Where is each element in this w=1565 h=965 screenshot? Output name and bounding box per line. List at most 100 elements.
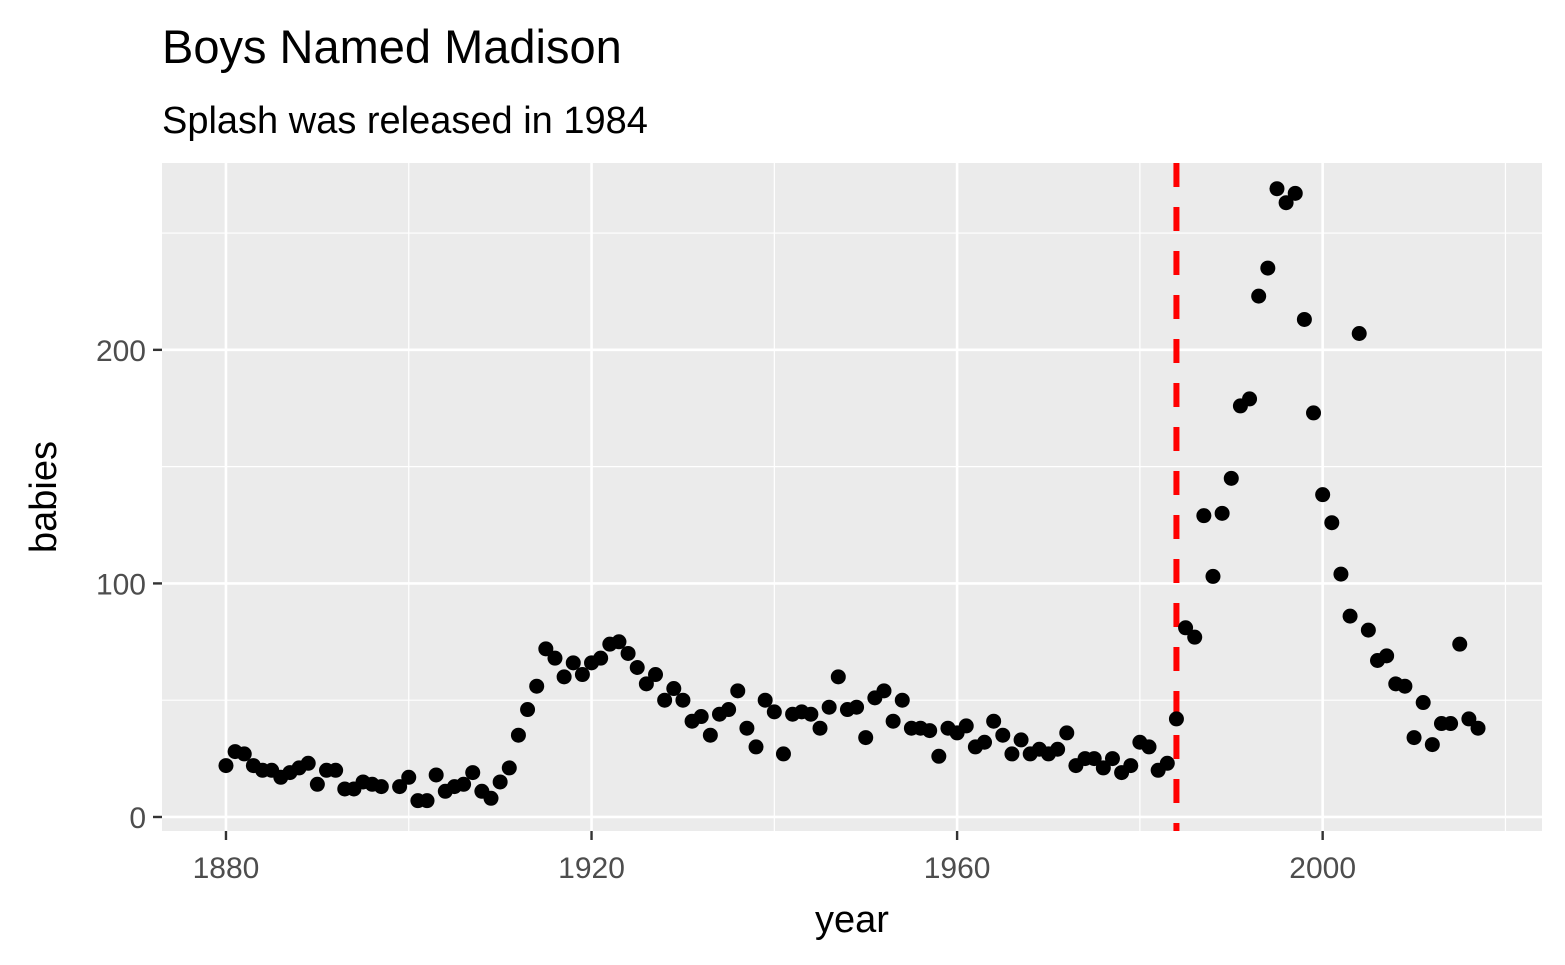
data-point [1104,751,1120,767]
data-point [1470,720,1486,736]
data-point [693,709,709,725]
data-point [894,692,910,708]
data-point [1059,725,1075,741]
data-point [1379,648,1395,664]
data-point [492,774,508,790]
data-point [300,755,316,771]
data-point [465,765,481,781]
data-point [1251,288,1267,304]
data-point [1333,566,1349,582]
data-point [593,650,609,666]
data-point [1095,760,1111,776]
data-point [373,779,389,795]
data-point [849,699,865,715]
data-point [922,723,938,739]
data-point [775,746,791,762]
data-point [766,704,782,720]
data-point [958,718,974,734]
y-axis: 0 100 200 [96,335,162,835]
data-point [401,769,417,785]
data-point [675,692,691,708]
data-point [218,758,234,774]
data-point [574,667,590,683]
data-point [1424,737,1440,753]
data-point [1050,741,1066,757]
data-point [977,734,993,750]
data-point [648,667,664,683]
data-point [620,645,636,661]
data-point [1223,470,1239,486]
data-point [1415,695,1431,711]
data-points [218,181,1486,809]
data-point [638,676,654,692]
data-point [1296,311,1312,327]
data-point [1461,711,1477,727]
data-point [1196,508,1212,524]
major-gridlines [162,163,1542,831]
data-point [858,730,874,746]
x-axis-title: year [815,899,889,941]
data-point [1013,732,1029,748]
data-point [392,779,408,795]
data-point [1342,608,1358,624]
data-point [1397,678,1413,694]
data-point [1315,487,1331,503]
data-point [666,681,682,697]
data-point [739,720,755,736]
data-point [1443,716,1459,732]
data-point [538,641,554,657]
data-point [456,776,472,792]
minor-gridlines [162,163,1542,831]
data-point [821,699,837,715]
plot-panel [162,163,1542,831]
data-point [1306,405,1322,421]
data-point [702,727,718,743]
data-point [565,655,581,671]
data-point [885,713,901,729]
chart-subtitle: Splash was released in 1984 [162,100,648,142]
data-point [730,683,746,699]
data-point [1205,568,1221,584]
data-point [1452,636,1468,652]
data-point [986,713,1002,729]
y-tick-label: 0 [129,802,146,835]
data-point [757,692,773,708]
data-point [1159,755,1175,771]
x-tick-label: 1960 [924,852,991,885]
data-point [812,720,828,736]
y-tick-label: 200 [96,335,146,368]
x-axis: 1880 1920 1960 2000 [193,831,1356,885]
data-point [1123,758,1139,774]
data-point [748,739,764,755]
data-point [1004,746,1020,762]
data-point [1351,326,1367,342]
data-point [1214,505,1230,521]
data-point [931,748,947,764]
data-point [1187,629,1203,645]
data-point [328,762,344,778]
chart-title: Boys Named Madison [162,20,622,73]
data-point [1168,711,1184,727]
data-point [1360,622,1376,638]
x-tick-label: 2000 [1289,852,1356,885]
data-point [1269,181,1285,197]
data-point [657,692,673,708]
data-point [547,650,563,666]
data-point [428,767,444,783]
data-point [1324,515,1340,531]
data-point [629,660,645,676]
y-axis-title: babies [23,441,65,553]
data-point [501,760,517,776]
data-point [556,669,572,685]
data-point [611,634,627,650]
data-point [1260,260,1276,276]
data-point [1278,195,1294,211]
data-point [520,702,536,718]
data-point [1086,751,1102,767]
data-point [830,669,846,685]
data-point [309,776,325,792]
data-point [876,683,892,699]
data-point [1141,739,1157,755]
